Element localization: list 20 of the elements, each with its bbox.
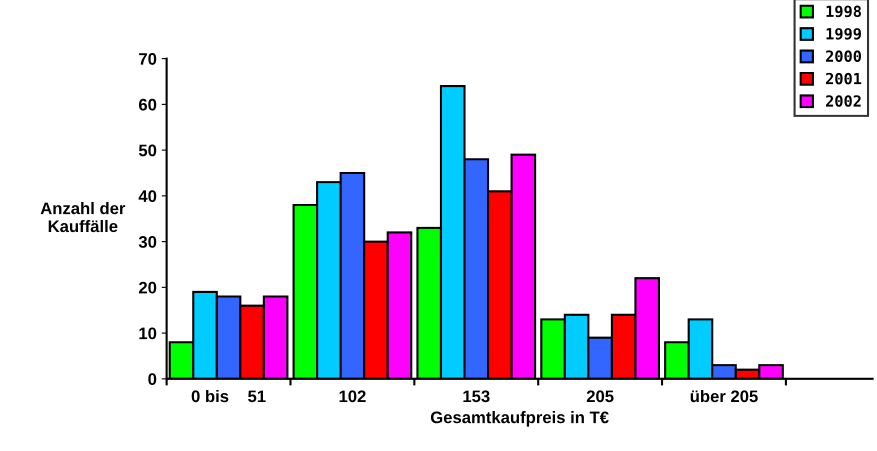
x-tick-label: über 205 <box>690 390 758 402</box>
x-axis-title: Gesamtkaufpreis in T€ <box>430 411 609 427</box>
x-tick-label: 205 <box>586 390 614 402</box>
x-tick-label: 153 <box>463 390 490 402</box>
y-tick-label: 10 <box>139 327 156 340</box>
legend-label: 2002 <box>826 95 861 107</box>
y-tick-label: 70 <box>139 53 156 65</box>
y-tick-label: 0 <box>148 373 156 386</box>
y-tick-label: 60 <box>138 98 156 111</box>
y-tick-label: 20 <box>138 282 156 294</box>
x-tick-label: 102 <box>340 390 366 402</box>
legend-label: 1998 <box>826 6 861 18</box>
legend-label: 1999 <box>826 28 861 40</box>
y-axis-title: Anzahl der Kauffälle <box>40 202 126 232</box>
y-tick-label: 30 <box>138 236 156 248</box>
y-tick-label: 40 <box>138 190 156 202</box>
legend-label: 2001 <box>826 72 862 84</box>
legend-label: 2000 <box>826 50 862 62</box>
y-tick-label: 50 <box>138 144 156 156</box>
x-tick-label: 0 bis 51 <box>192 390 266 402</box>
